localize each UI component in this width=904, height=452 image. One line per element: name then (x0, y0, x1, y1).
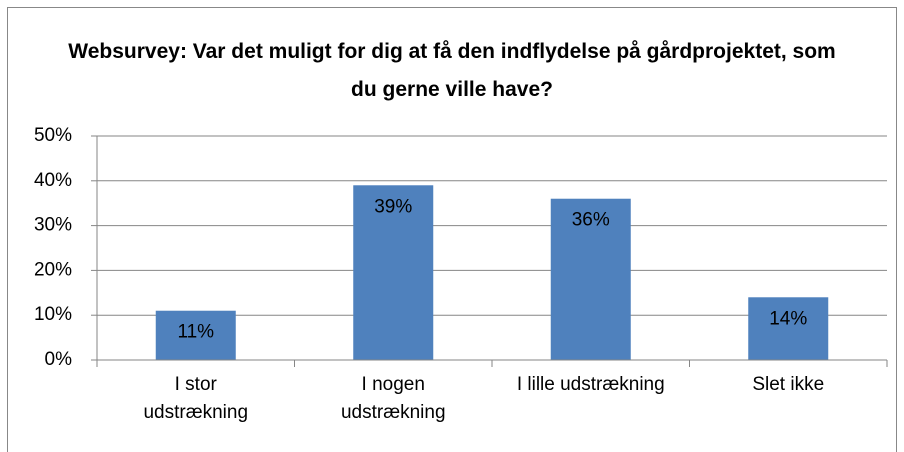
bar (550, 198, 631, 360)
y-tick-label: 20% (34, 259, 72, 280)
bar (748, 297, 829, 360)
value-label: 36% (572, 210, 610, 231)
y-tick-label: 40% (34, 170, 72, 191)
y-tick-label: 10% (34, 304, 72, 325)
y-tick-label: 30% (34, 215, 72, 236)
value-label: 11% (177, 322, 214, 343)
x-tick-label: I nogen udstrækning (340, 374, 446, 423)
chart-border (7, 7, 897, 452)
chart-title: Websurvey: Var det muligt for dig at få … (68, 40, 836, 101)
value-label: 14% (769, 308, 807, 329)
x-tick-label: I lille udstrækning (516, 374, 665, 395)
y-tick-label: 0% (45, 349, 73, 370)
bar (353, 185, 434, 360)
y-tick-label: 50% (34, 125, 72, 146)
bar (155, 310, 236, 360)
value-label: 39% (374, 196, 412, 217)
x-tick-label: I stor udstrækning (143, 374, 249, 423)
x-tick-label: Slet ikke (752, 374, 825, 395)
